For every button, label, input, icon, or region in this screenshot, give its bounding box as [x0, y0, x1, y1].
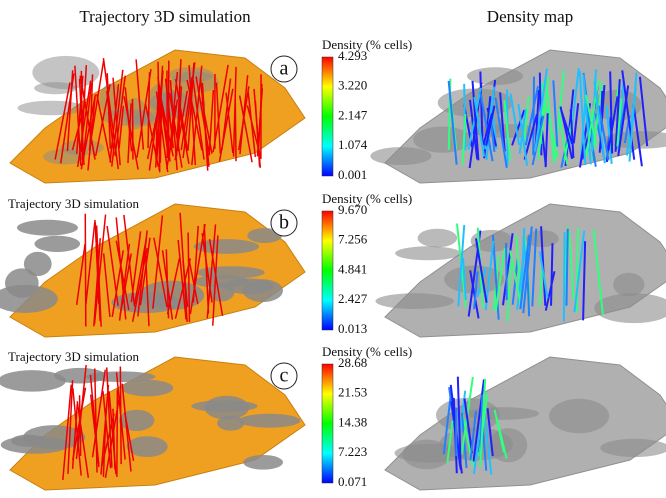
- trajectory-streak: [117, 389, 118, 476]
- terrain-shade: [418, 229, 458, 248]
- trajectory-streak: [120, 366, 121, 464]
- colorbar-tick-label: 1.074: [338, 137, 368, 152]
- colorbar-tick-label: 28.68: [338, 355, 367, 370]
- terrain-shade: [549, 399, 609, 434]
- terrain-shade: [489, 428, 527, 462]
- panel-letter: a: [280, 58, 289, 80]
- terrain-patch: [239, 414, 301, 428]
- colorbar-tick-label: 2.427: [338, 291, 368, 306]
- density-streak: [533, 77, 534, 156]
- colorbar: [322, 211, 333, 330]
- figure: Trajectory 3D simulation Density map aDe…: [0, 0, 666, 498]
- terrain-patch: [243, 455, 283, 470]
- colorbar-tick-label: 0.001: [338, 167, 367, 182]
- terrain-shade: [600, 439, 666, 457]
- colorbar-tick-label: 14.38: [338, 414, 367, 429]
- colorbar-tick-label: 4.841: [338, 261, 367, 276]
- terrain-density: [385, 357, 666, 490]
- density-streak: [566, 229, 567, 306]
- colorbar-tick-label: 4.293: [338, 48, 367, 63]
- colorbar-tick-label: 0.071: [338, 474, 367, 489]
- colorbar-tick-label: 2.147: [338, 107, 368, 122]
- colorbar-tick-label: 3.220: [338, 78, 367, 93]
- terrain-patch: [121, 380, 173, 397]
- terrain-shade: [375, 293, 453, 309]
- terrain-patch: [204, 396, 249, 420]
- terrain-patch: [34, 236, 80, 252]
- density-streak: [564, 232, 565, 321]
- colorbar-tick-label: 0.013: [338, 321, 367, 336]
- panel-letter: c: [280, 365, 289, 387]
- density-streak: [506, 243, 507, 300]
- terrain-patch: [17, 220, 78, 236]
- panel-subtitle: Trajectory 3D simulation: [8, 349, 139, 364]
- terrain-shade: [395, 246, 461, 260]
- colorbar: [322, 57, 333, 176]
- terrain-shade: [613, 273, 644, 297]
- terrain-patch: [0, 370, 66, 392]
- terrain-shade: [370, 147, 431, 165]
- terrain-patch: [243, 279, 283, 302]
- colorbar-tick-label: 7.223: [338, 444, 367, 459]
- colorbar-tick-label: 7.256: [338, 232, 368, 247]
- colorbar: [322, 364, 333, 483]
- terrain-patch: [1, 436, 70, 454]
- panel-subtitle: Trajectory 3D simulation: [8, 196, 139, 211]
- panel-letter: b: [279, 212, 289, 234]
- right-header: Density map: [487, 7, 573, 26]
- colorbar-tick-label: 9.670: [338, 202, 367, 217]
- left-header: Trajectory 3D simulation: [79, 7, 251, 26]
- colorbar-tick-label: 21.53: [338, 385, 367, 400]
- terrain-patch: [18, 101, 86, 116]
- terrain-shade: [403, 440, 451, 470]
- trajectory-streak: [235, 95, 236, 161]
- trajectory-streak: [85, 214, 86, 327]
